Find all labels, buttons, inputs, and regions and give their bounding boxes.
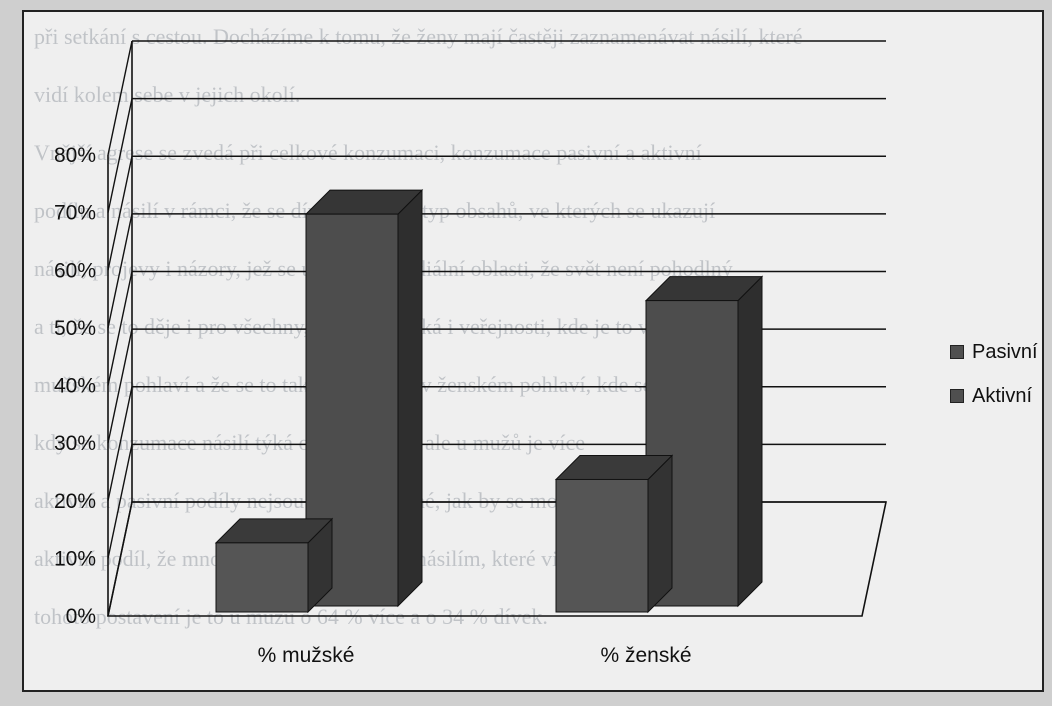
- gridline-side: [107, 328, 133, 444]
- gridline-side: [107, 271, 133, 386]
- chart-frame: při setkání s cestou. Docházíme k tomu, …: [22, 10, 1044, 692]
- y-tick-label: 0%: [66, 605, 96, 628]
- gridline-side: [107, 40, 133, 156]
- bar-side-aktivni-0: [397, 188, 423, 608]
- y-tick-label: 40%: [54, 375, 96, 398]
- gridline-side: [107, 213, 133, 329]
- legend: Pasivní Aktivní: [950, 330, 1038, 418]
- y-tick-label: 50%: [54, 317, 96, 340]
- legend-label-pasivni: Pasivní: [972, 340, 1038, 363]
- gridline-side: [107, 156, 133, 271]
- y-tick-label: 60%: [54, 259, 96, 282]
- x-category-label: % mužské: [258, 644, 355, 667]
- chart-svg: 0% 10% 20% 30% 40% 50% 60% 70% 80% % mužské % žens…: [54, 40, 887, 667]
- bar-side-pasivni-1: [647, 454, 673, 614]
- bar-side-aktivni-1: [737, 275, 763, 608]
- gridline-side: [107, 386, 133, 501]
- y-tick-label: 10%: [54, 547, 96, 570]
- legend-item-pasivni: Pasivní: [950, 330, 1038, 374]
- y-tick-label: 70%: [54, 202, 96, 225]
- legend-item-aktivni: Aktivní: [950, 374, 1038, 418]
- x-category-label: % ženské: [600, 644, 691, 667]
- bar-pasivni-0: [215, 542, 309, 613]
- gridline-side: [107, 444, 133, 559]
- y-tick-label: 20%: [54, 490, 96, 513]
- y-tick-label: 80%: [54, 144, 96, 167]
- legend-swatch-aktivni: [950, 389, 964, 403]
- legend-label-aktivni: Aktivní: [972, 384, 1033, 407]
- y-tick-label: 30%: [54, 432, 96, 455]
- bar-pasivni-1: [555, 478, 649, 613]
- gridline-side: [107, 98, 133, 213]
- legend-swatch-pasivni: [950, 345, 964, 359]
